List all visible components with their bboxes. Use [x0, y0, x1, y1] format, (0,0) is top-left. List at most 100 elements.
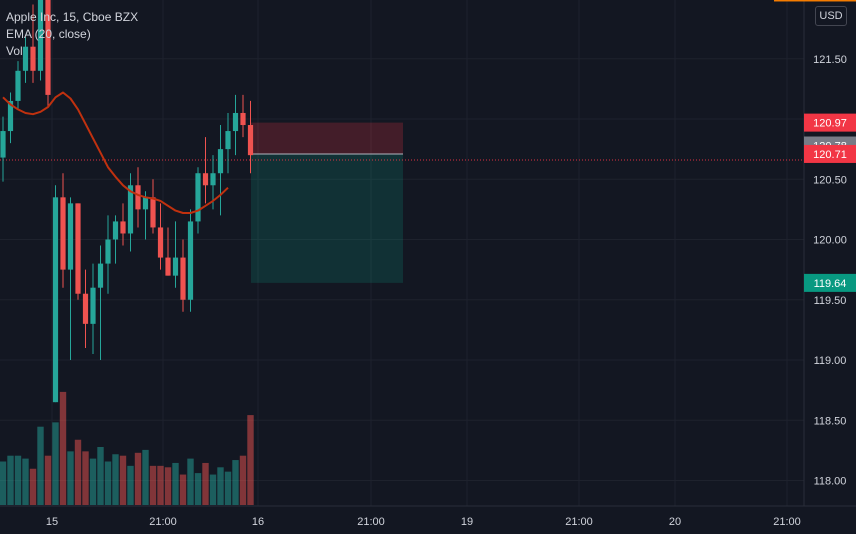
candle: [217, 125, 224, 216]
candle: [97, 245, 104, 360]
symbol-title[interactable]: Apple Inc, 15, Cboe BZX: [6, 10, 139, 24]
candle: [67, 197, 74, 360]
volume-bar: [74, 439, 82, 505]
candle-body: [0, 131, 6, 158]
volume-legend[interactable]: Vol: [6, 44, 23, 58]
candle-body: [37, 0, 44, 71]
candle-body: [247, 125, 254, 156]
stop-price-tag: 120.97: [813, 118, 847, 130]
volume-bar: [14, 455, 22, 505]
candle-body: [60, 197, 66, 270]
volume-bar: [127, 465, 134, 505]
candle-body: [210, 173, 216, 186]
volume-bar: [157, 465, 164, 505]
volume-bar: [209, 474, 217, 505]
position-target-zone: [251, 153, 403, 283]
volume-bar: [164, 467, 172, 505]
price-axis: [804, 0, 856, 534]
candle-body: [135, 185, 141, 210]
candle-body: [180, 257, 186, 300]
grid: [0, 0, 804, 506]
volume-bar: [82, 451, 89, 505]
volume-bar: [67, 451, 74, 505]
candle: [60, 173, 66, 288]
volume-bar: [52, 422, 59, 505]
candle: [52, 185, 59, 403]
target-price-tag: 119.64: [814, 278, 847, 290]
volume-bar: [217, 467, 224, 505]
candle: [15, 61, 21, 110]
candle-body: [15, 70, 21, 101]
volume-bar: [112, 454, 119, 505]
time-axis: [0, 506, 856, 534]
volume-bar: [22, 458, 29, 505]
candle: [187, 209, 194, 312]
x-tick-label: 21:00: [149, 516, 177, 528]
y-tick-label: 118.00: [814, 476, 847, 488]
candle: [202, 137, 209, 204]
x-tick-label: 20: [669, 516, 681, 528]
candle-body: [7, 100, 14, 132]
candle: [37, 0, 44, 81]
candle: [150, 179, 156, 234]
volume-bar: [89, 458, 97, 505]
candle-body: [22, 46, 29, 71]
volume-bar: [142, 449, 149, 505]
candle: [165, 227, 171, 276]
volume-bar: [187, 458, 194, 505]
candle: [142, 191, 149, 240]
candle-body: [45, 0, 51, 95]
candle: [0, 116, 6, 182]
candle-body: [195, 173, 201, 222]
candle: [120, 203, 126, 246]
volume-bar: [239, 455, 247, 505]
candle: [105, 215, 111, 294]
candle: [240, 94, 246, 138]
volume-bar: [29, 468, 37, 505]
candle: [195, 167, 201, 234]
candle: [135, 167, 141, 228]
entry-price-tag-bg: [804, 144, 856, 163]
candle-body: [75, 203, 81, 294]
x-tick-label: 21:00: [565, 516, 593, 528]
volume-bar: [224, 471, 232, 505]
volume-bar: [0, 461, 7, 505]
candle-body: [142, 197, 149, 210]
candle: [112, 215, 119, 264]
candle-body: [150, 197, 156, 228]
ema-legend[interactable]: EMA (20, close): [6, 27, 91, 41]
currency-button[interactable]: USD: [815, 6, 847, 26]
candle-body: [67, 203, 74, 270]
candle-body: [157, 227, 164, 258]
candle-body: [97, 263, 104, 288]
volume-bars: [0, 391, 254, 505]
candle: [90, 263, 96, 354]
volume-bar: [202, 462, 209, 505]
stop-price-tag-bg: [804, 113, 856, 132]
candles: [0, 0, 254, 403]
position-stop-zone: [251, 122, 403, 154]
candle: [232, 94, 239, 156]
y-tick-label: 119.50: [814, 295, 847, 307]
volume-bar: [134, 452, 142, 505]
candle: [30, 4, 36, 83]
candle-body: [82, 293, 89, 324]
volume-bar: [44, 455, 52, 505]
candle: [75, 203, 81, 300]
candle-body: [90, 287, 96, 324]
candle-body: [30, 46, 36, 71]
volume-bar: [97, 447, 104, 505]
candle-body: [105, 239, 111, 264]
y-tick-label: 121.50: [813, 54, 847, 66]
candle: [22, 37, 29, 83]
candle-body: [165, 257, 171, 276]
candle: [180, 239, 186, 312]
y-tick-label: 118.50: [814, 415, 847, 427]
volume-bar: [179, 474, 187, 505]
candle-body: [202, 173, 209, 186]
y-tick-label: 120.00: [813, 235, 847, 247]
entry-price-tag: 120.71: [813, 149, 847, 161]
candle-body: [225, 131, 231, 150]
candle-body: [52, 197, 59, 403]
